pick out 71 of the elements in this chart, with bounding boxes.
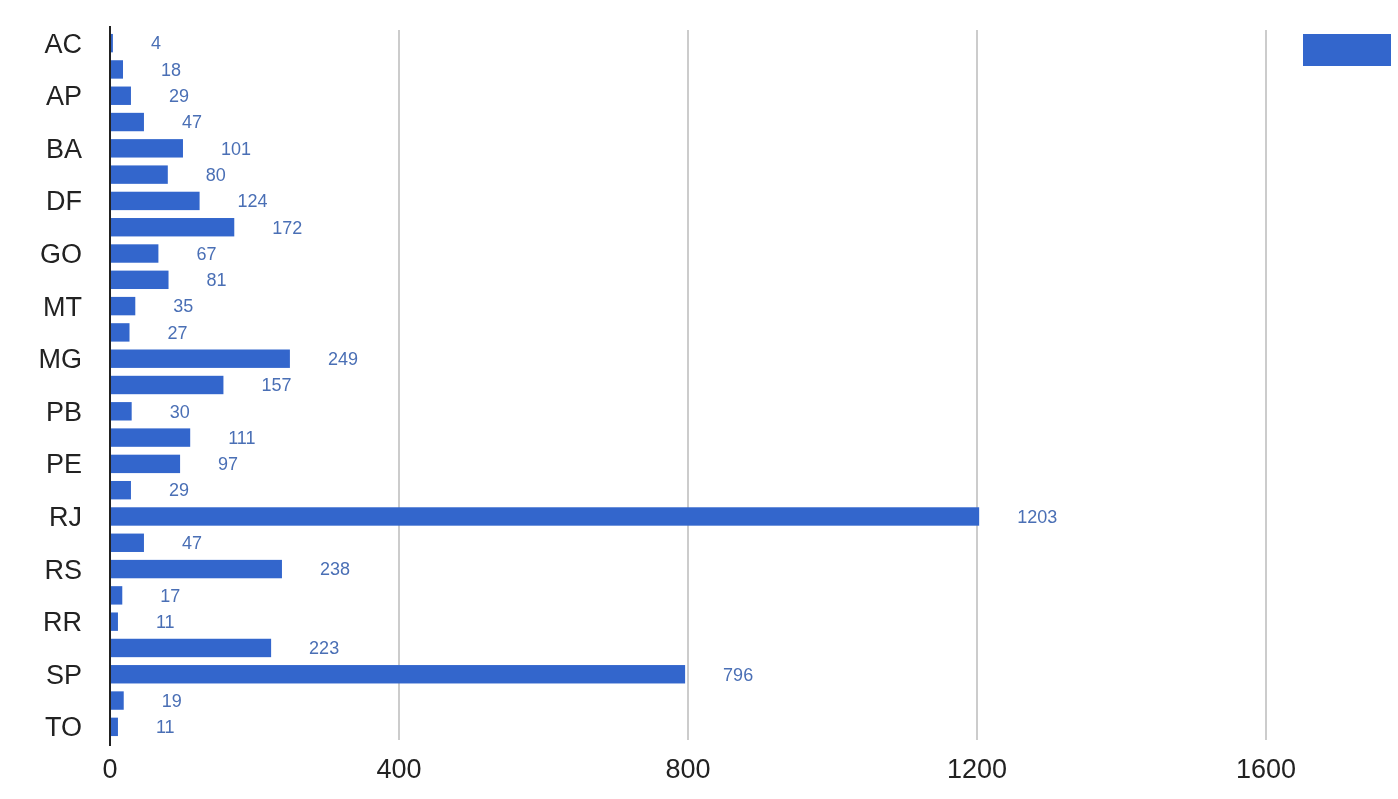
- data-label: 17: [160, 585, 181, 606]
- bar: [110, 323, 130, 342]
- y-tick-label: MT: [43, 291, 82, 322]
- x-tick-label: 800: [665, 754, 711, 784]
- data-label: 35: [173, 296, 194, 317]
- bar: [110, 165, 168, 184]
- x-tick-label: 1600: [1235, 754, 1297, 784]
- y-tick-label: AC: [44, 28, 82, 59]
- bar: [110, 612, 118, 631]
- data-label: 30: [169, 401, 190, 422]
- y-tick-label: RR: [43, 607, 82, 638]
- data-label: 18: [161, 59, 182, 80]
- data-label: 97: [218, 454, 239, 475]
- y-tick-label: MG: [38, 344, 82, 375]
- data-label: 47: [181, 112, 202, 133]
- bar: [110, 533, 144, 552]
- bar: [110, 638, 272, 658]
- data-label: 223: [309, 638, 340, 659]
- data-label: 29: [168, 86, 189, 107]
- bar: [110, 665, 686, 684]
- y-tick-label: DF: [46, 186, 82, 217]
- data-label: 796: [723, 664, 754, 685]
- y-tick-label: PE: [45, 449, 82, 480]
- bar: [110, 559, 282, 579]
- data-label: 172: [272, 217, 303, 238]
- bar: [110, 139, 183, 158]
- data-label: 67: [196, 243, 217, 264]
- bar: [110, 586, 123, 605]
- data-label: 101: [220, 138, 252, 159]
- x-tick-label: 1200: [946, 754, 1008, 784]
- bar: [110, 60, 124, 79]
- data-label: 249: [327, 349, 358, 369]
- y-tick-label: GO: [39, 238, 82, 269]
- bar: [110, 375, 224, 395]
- bar: [110, 244, 159, 263]
- y-tick-label: RS: [44, 554, 82, 585]
- bar: [110, 270, 169, 290]
- data-label: 111: [228, 427, 256, 448]
- data-label: 4: [150, 33, 161, 54]
- bar: [110, 191, 200, 211]
- bar: [110, 454, 181, 474]
- bar: [110, 402, 132, 421]
- y-tick-label: AP: [45, 81, 82, 112]
- bar: [110, 691, 124, 710]
- data-label: 124: [237, 191, 268, 212]
- y-tick-label: TO: [44, 712, 82, 743]
- x-tick-label: 0: [102, 754, 118, 784]
- data-label: 11: [155, 717, 175, 738]
- data-label: 27: [167, 322, 188, 343]
- data-label: 19: [161, 690, 182, 711]
- bar: [110, 218, 235, 237]
- bar: [110, 428, 191, 447]
- x-tick-label: 400: [376, 754, 422, 784]
- bar: [110, 112, 144, 132]
- data-label: 11: [155, 611, 175, 632]
- y-tick-label: SP: [45, 659, 82, 690]
- data-label: 238: [319, 559, 350, 580]
- y-tick-label: PB: [45, 396, 82, 427]
- bar: [110, 349, 290, 368]
- data-label: 1203: [1017, 506, 1058, 527]
- y-tick-label: BA: [45, 133, 82, 164]
- data-label: 157: [261, 375, 292, 396]
- data-label: 47: [181, 533, 202, 554]
- bar: [110, 507, 980, 526]
- data-label: 80: [205, 164, 226, 185]
- bar: [110, 296, 136, 316]
- bar: [110, 86, 131, 105]
- bar: [110, 480, 131, 500]
- data-label: 29: [168, 480, 189, 501]
- data-label: 81: [206, 270, 227, 291]
- y-tick-label: RJ: [49, 501, 82, 532]
